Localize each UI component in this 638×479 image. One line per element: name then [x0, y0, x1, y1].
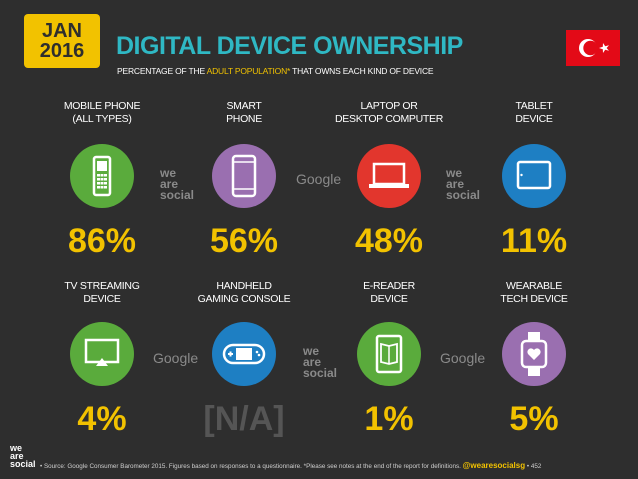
date-badge: JAN 2016 — [24, 14, 100, 68]
device-percentage: 11% — [500, 222, 568, 260]
device-percentage: 1% — [364, 400, 414, 438]
device-label-line-1: TV STREAMING — [64, 280, 140, 292]
device-label-line-2: PHONE — [226, 113, 262, 125]
logo-social: social — [446, 188, 481, 202]
logo-we: we — [160, 166, 177, 180]
page-subtitle: PERCENTAGE OF THE ADULT POPULATION* THAT… — [117, 66, 434, 76]
device-percentage: 56% — [209, 222, 279, 260]
we-are-social-logo: we are social — [160, 166, 195, 202]
date-month: JAN — [41, 20, 82, 42]
device-percentage: 48% — [354, 222, 424, 260]
we-are-social-logo: we are social — [303, 344, 338, 380]
wearable-circle — [502, 322, 566, 386]
footer-source: • Source: Google Consumer Barometer 2015… — [40, 463, 463, 470]
device-label: LAPTOP OR DESKTOP COMPUTER — [324, 100, 454, 126]
tablet-circle — [502, 144, 566, 208]
page-title: DIGITAL DEVICE OWNERSHIP — [116, 32, 463, 60]
subtitle-pre: PERCENTAGE OF THE — [117, 66, 207, 76]
logo-we: we — [303, 344, 320, 358]
device-label-line-2: GAMING CONSOLE — [197, 293, 291, 305]
google-logo: Google — [296, 171, 342, 187]
smartphone-circle — [212, 144, 276, 208]
logo-are: are — [10, 451, 24, 461]
device-label-line-1: WEARABLE — [506, 280, 562, 292]
device-label: WEARABLE TECH DEVICE — [469, 280, 599, 306]
subtitle-post: THAT OWNS EACH KIND OF DEVICE — [290, 66, 434, 76]
device-label: HANDHELD GAMING CONSOLE — [179, 280, 309, 306]
logo-we: we — [446, 166, 463, 180]
device-label-line-1: SMART — [226, 100, 262, 112]
logo-social: social — [303, 366, 338, 380]
device-percentage: [N/A] — [203, 400, 285, 438]
logo-we: we — [10, 443, 23, 453]
device-percentage: 4% — [77, 400, 127, 438]
device-label: SMART PHONE — [179, 100, 309, 126]
device-label-line-1: MOBILE PHONE — [63, 100, 141, 112]
device-label-line-1: E-READER — [363, 280, 415, 292]
device-label-line-2: DESKTOP COMPUTER — [335, 113, 443, 125]
e-reader-circle — [357, 322, 421, 386]
gaming-console-circle — [212, 322, 276, 386]
google-logo: Google — [153, 350, 199, 366]
turkey-flag-icon — [566, 30, 620, 66]
device-label-line-2: DEVICE — [370, 293, 408, 305]
device-label-line-1: TABLET — [515, 100, 553, 112]
device-label: MOBILE PHONE (ALL TYPES) — [37, 100, 167, 126]
logo-are: are — [303, 355, 322, 369]
logo-are: are — [160, 177, 179, 191]
google-logo: Google — [440, 350, 486, 366]
device-label-line-2: TECH DEVICE — [500, 293, 568, 305]
logo-are: are — [446, 177, 465, 191]
footer-handle[interactable]: @wearesocialsg — [462, 461, 526, 470]
device-label-line-1: LAPTOP OR — [360, 100, 418, 112]
logo-social: social — [10, 459, 36, 469]
device-label: TABLET DEVICE — [469, 100, 599, 126]
we-are-social-logo: we are social — [446, 166, 481, 202]
device-percentage: 5% — [509, 400, 559, 438]
subtitle-highlight: ADULT POPULATION* — [206, 66, 291, 76]
tv-streaming-circle — [70, 322, 134, 386]
device-label-line-2: DEVICE — [83, 293, 121, 305]
we-are-social-footer-logo: we are social — [10, 443, 36, 469]
device-label: TV STREAMING DEVICE — [37, 280, 167, 306]
device-label: E-READER DEVICE — [324, 280, 454, 306]
device-label-line-2: DEVICE — [515, 113, 553, 125]
device-percentage: 86% — [67, 222, 137, 260]
footer-page: • 452 — [525, 463, 542, 470]
footer: • Source: Google Consumer Barometer 2015… — [40, 461, 541, 470]
date-year: 2016 — [39, 40, 85, 62]
device-label-line-1: HANDHELD — [216, 280, 272, 292]
device-label-line-2: (ALL TYPES) — [72, 113, 132, 125]
laptop-circle — [357, 144, 421, 208]
logo-social: social — [160, 188, 195, 202]
mobile-phone-circle — [70, 144, 134, 208]
